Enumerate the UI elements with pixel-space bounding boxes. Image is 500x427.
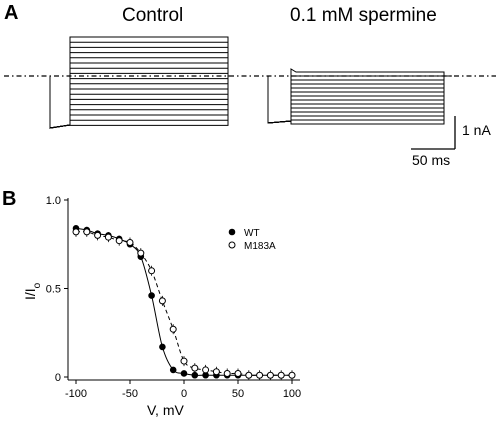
data-point-m183a bbox=[266, 371, 274, 379]
data-point-m183a bbox=[256, 371, 264, 379]
current-scale-label: 1 nA bbox=[462, 122, 491, 138]
y-ticks: 0 0.5 1.0 bbox=[46, 195, 68, 384]
y-tick-label: 0 bbox=[55, 372, 61, 384]
data-point-m183a bbox=[223, 369, 231, 377]
x-tick-label: 0 bbox=[181, 388, 187, 400]
control-trace bbox=[49, 62, 232, 129]
data-point-m183a bbox=[126, 238, 134, 246]
spermine-trace bbox=[267, 75, 452, 125]
control-trace bbox=[49, 67, 232, 129]
data-point-m183a bbox=[72, 228, 80, 236]
time-scale-label: 50 ms bbox=[412, 152, 450, 168]
y-tick-label: 0.5 bbox=[46, 284, 61, 296]
control-trace bbox=[49, 75, 232, 129]
data-point-m183a bbox=[169, 325, 177, 333]
data-point-wt bbox=[191, 371, 199, 379]
data-point-m183a bbox=[245, 371, 253, 379]
data-point-m183a bbox=[104, 233, 112, 241]
iv-plot: 0 0.5 1.0 -100 -50 0 50 100 V, mV I/Io WT M183… bbox=[22, 195, 301, 418]
data-point-m183a bbox=[234, 369, 242, 377]
data-point-m183a bbox=[115, 237, 123, 245]
x-tick-label: 100 bbox=[283, 388, 301, 400]
x-tick-label: -100 bbox=[65, 388, 87, 400]
data-point-m183a bbox=[202, 366, 210, 374]
data-point-m183a bbox=[191, 364, 199, 372]
x-tick-label: -50 bbox=[122, 388, 138, 400]
data-point-m183a bbox=[158, 297, 166, 305]
legend-label-wt: WT bbox=[244, 228, 260, 239]
control-trace bbox=[49, 46, 232, 129]
legend-label-m183a: M183A bbox=[244, 241, 276, 252]
x-tick-label: 50 bbox=[232, 388, 244, 400]
data-point-m183a bbox=[212, 368, 220, 376]
data-point-wt bbox=[169, 366, 177, 374]
legend-marker-wt bbox=[228, 228, 236, 236]
data-point-wt bbox=[159, 343, 166, 351]
data-point-m183a bbox=[83, 228, 91, 236]
data-point-wt bbox=[148, 292, 155, 299]
data-point-m183a bbox=[277, 371, 285, 379]
data-point-m183a bbox=[94, 231, 102, 239]
legend: WT M183A bbox=[228, 228, 276, 252]
y-axis-label: I/Io bbox=[22, 282, 43, 300]
data-point-m183a bbox=[148, 267, 156, 275]
data-point-m183a bbox=[137, 249, 145, 257]
x-axis-label: V, mV bbox=[147, 402, 184, 418]
panel-a-letter: A bbox=[4, 2, 18, 24]
control-current-traces bbox=[49, 36, 232, 129]
control-label: Control bbox=[122, 5, 183, 26]
fit-curve-m183a bbox=[75, 231, 292, 376]
data-point-m183a bbox=[288, 371, 296, 379]
x-ticks: -100 -50 0 50 100 bbox=[65, 380, 301, 400]
panel-b-letter: B bbox=[2, 188, 16, 210]
spermine-current-traces bbox=[267, 68, 452, 125]
scale-bar: 1 nA 50 ms bbox=[411, 116, 491, 168]
control-trace bbox=[49, 36, 232, 129]
y-tick-label: 1.0 bbox=[46, 195, 61, 207]
control-trace bbox=[49, 52, 232, 129]
spermine-label: 0.1 mM spermine bbox=[290, 5, 437, 26]
y-axis-label-group: I/Io bbox=[22, 282, 43, 300]
data-point-wt bbox=[180, 370, 188, 377]
data-points bbox=[72, 225, 296, 381]
data-point-m183a bbox=[180, 357, 188, 365]
legend-marker-m183a bbox=[228, 241, 236, 249]
